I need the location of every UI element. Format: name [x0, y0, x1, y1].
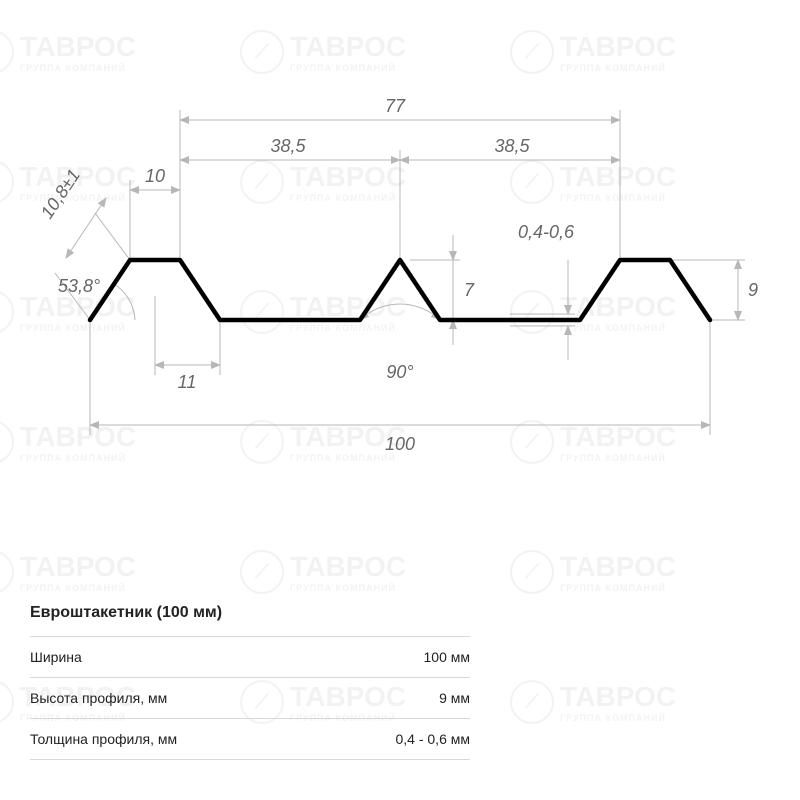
specs-table: Евроштакетник (100 мм) Ширина 100 мм Выс… — [30, 594, 470, 760]
dim-bottom-offset: 11 — [178, 372, 197, 392]
profile-path — [90, 260, 710, 320]
dim-center-angle: 90° — [386, 362, 413, 382]
dim-center-height: 7 — [464, 280, 475, 300]
dim-right-height: 9 — [748, 280, 758, 300]
dim-half-right: 38,5 — [494, 136, 530, 156]
table-row: Толщина профиля, мм 0,4 - 0,6 мм — [30, 719, 470, 760]
dim-overall-width: 100 — [385, 434, 415, 454]
dim-top-span: 77 — [385, 96, 406, 116]
spec-label: Толщина профиля, мм — [30, 731, 177, 747]
specs-title: Евроштакетник (100 мм) — [30, 594, 470, 637]
dim-flat-top: 10 — [145, 166, 165, 186]
spec-value: 9 мм — [439, 690, 470, 706]
dim-thickness: 0,4-0,6 — [518, 222, 575, 242]
spec-label: Ширина — [30, 649, 82, 665]
profile-diagram: 77 38,5 38,5 10 10,8±1 53,8° 11 90° 7 0,… — [40, 60, 760, 480]
dim-left-chamfer: 10,8±1 — [40, 166, 84, 223]
table-row: Высота профиля, мм 9 мм — [30, 678, 470, 719]
spec-value: 100 мм — [424, 649, 471, 665]
spec-value: 0,4 - 0,6 мм — [395, 731, 470, 747]
spec-label: Высота профиля, мм — [30, 690, 167, 706]
table-row: Ширина 100 мм — [30, 637, 470, 678]
dim-half-left: 38,5 — [270, 136, 306, 156]
dim-left-angle: 53,8° — [58, 276, 100, 296]
